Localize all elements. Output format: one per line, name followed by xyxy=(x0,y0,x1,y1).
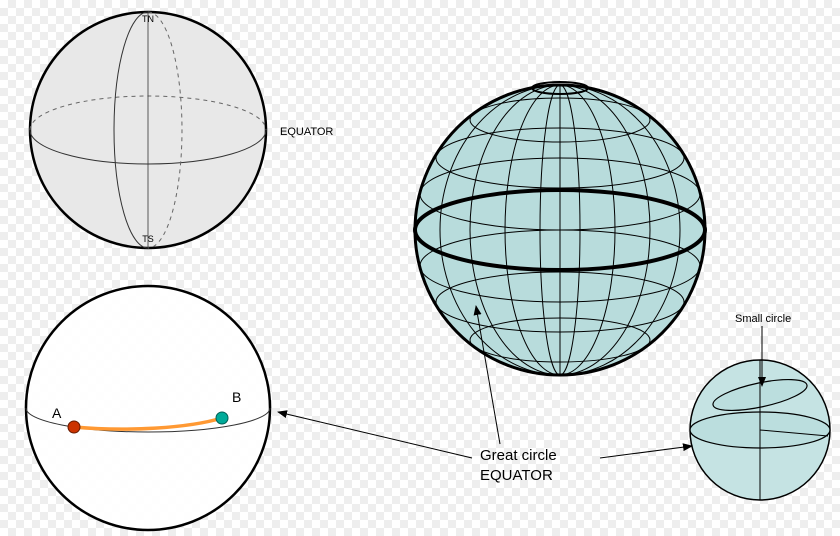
arrow-left xyxy=(278,412,472,458)
arrow-right xyxy=(600,446,692,458)
sphere-top-left: TN TS EQUATOR xyxy=(30,12,333,248)
dot-b xyxy=(216,412,228,424)
small-sphere: Small circle xyxy=(690,313,830,500)
tn-label: TN xyxy=(142,14,154,24)
ts-label: TS xyxy=(142,234,154,244)
globe xyxy=(415,82,705,375)
small-circle-label: Small circle xyxy=(735,313,791,325)
great-circle-label-2: EQUATOR xyxy=(480,467,553,484)
sphere-bl-body xyxy=(26,286,270,530)
dot-a xyxy=(68,421,80,433)
great-circle-label-1: Great circle xyxy=(480,447,557,464)
a-label: A xyxy=(52,405,62,421)
b-label: B xyxy=(232,389,241,405)
sphere-bottom-left: A B xyxy=(26,286,270,530)
equator-upper-label: EQUATOR xyxy=(280,126,333,138)
